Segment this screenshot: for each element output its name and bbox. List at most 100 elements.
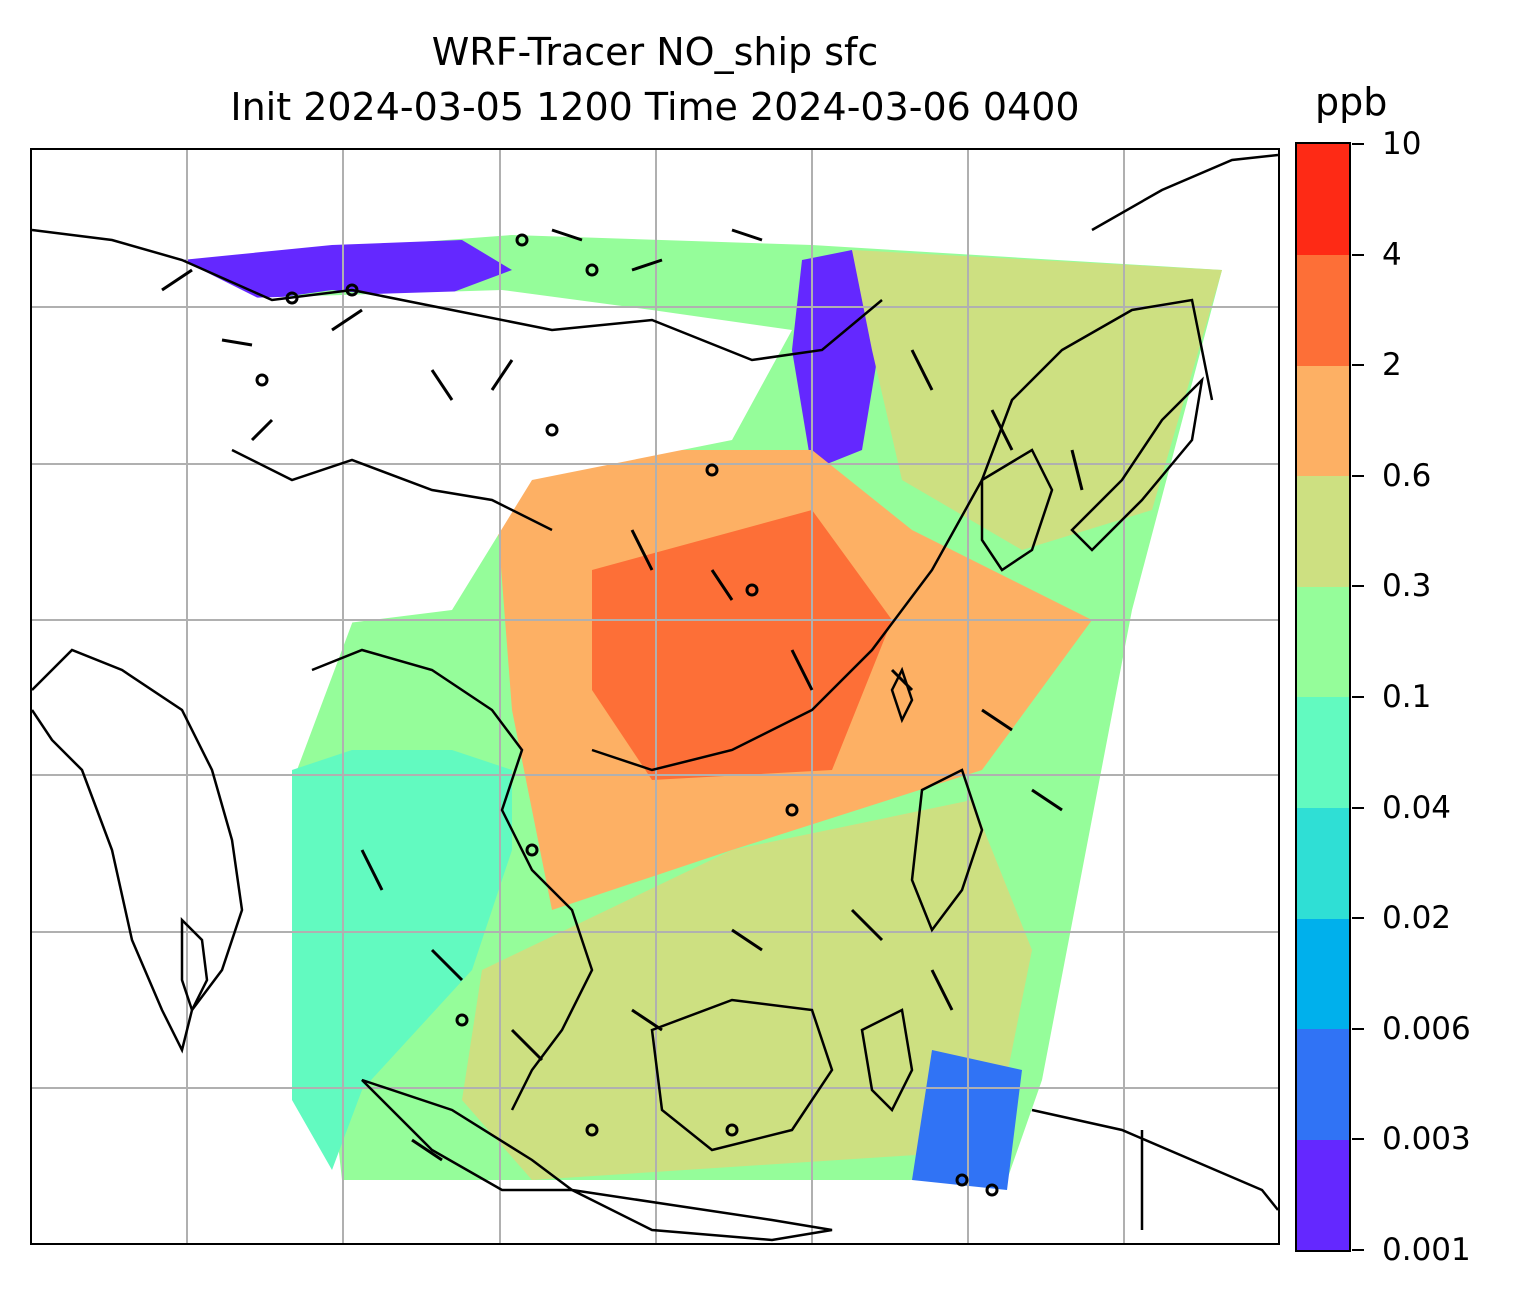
map-panel[interactable]	[30, 148, 1280, 1245]
field-region-red-core	[592, 510, 892, 780]
colorbar-tick-label: 0.04	[1382, 789, 1452, 826]
calm-wind-marker	[705, 463, 719, 477]
wind-barb	[551, 228, 583, 242]
wind-barb	[710, 569, 734, 601]
colorbar-tick	[1352, 143, 1364, 145]
wind-barb	[631, 1008, 663, 1032]
coastline-srilanka	[180, 916, 209, 1014]
calm-wind-marker	[585, 1123, 599, 1137]
colorbar-tick	[1352, 1138, 1364, 1141]
wind-barb	[430, 369, 454, 401]
wind-barb	[981, 708, 1013, 732]
colorbar-tick-label: 0.02	[1382, 900, 1452, 937]
field-region-north-purple	[182, 240, 512, 300]
wind-barb	[510, 1028, 544, 1062]
calm-wind-marker	[525, 843, 539, 857]
colorbar-segment	[1297, 1139, 1349, 1251]
colorbar-tick-label: 0.6	[1382, 457, 1432, 494]
colorbar-tick-label: 10	[1382, 126, 1422, 162]
wind-barb	[631, 258, 663, 272]
field-region-yellow-south	[462, 800, 1032, 1180]
calm-wind-marker	[785, 803, 799, 817]
border-central	[231, 448, 553, 532]
wind-barb	[850, 908, 884, 942]
colorbar-tick-label: 2	[1382, 347, 1402, 384]
wind-barb	[161, 268, 193, 292]
calm-wind-marker	[725, 1123, 739, 1137]
colorbar-tick	[1352, 806, 1364, 809]
tracer-field	[182, 235, 1222, 1190]
colorbar-tick-label: 4	[1382, 236, 1402, 273]
colorbar	[1295, 142, 1351, 1252]
wind-barb	[990, 409, 1014, 451]
calm-wind-marker	[515, 233, 529, 247]
coastline-philippines	[910, 768, 984, 933]
field-region-west-cyan	[292, 750, 512, 1170]
wind-barb	[930, 969, 954, 1011]
wind-barb	[731, 228, 763, 242]
colorbar-tick	[1352, 1027, 1364, 1030]
wind-barb	[250, 418, 274, 442]
border-northeast	[1091, 153, 1278, 232]
chart-title-line2: Init 2024-03-05 1200 Time 2024-03-06 040…	[230, 85, 1080, 129]
calm-wind-marker	[985, 1183, 999, 1197]
tracer-map	[32, 150, 1278, 1243]
wind-barb	[910, 349, 934, 391]
field-region-north-white-hole	[182, 290, 792, 630]
colorbar-tick-label: 0.001	[1382, 1232, 1471, 1268]
coastline-newguinea	[1031, 1108, 1278, 1230]
colorbar-segment	[1297, 365, 1349, 477]
wind-barb	[790, 649, 814, 691]
calm-wind-marker	[285, 291, 299, 305]
field-region-yellow-north	[852, 250, 1222, 550]
colorbar-segment	[1297, 1028, 1349, 1140]
field-region-northeast-purple	[792, 250, 882, 470]
calm-wind-marker	[345, 283, 359, 297]
wind-barb	[331, 308, 363, 332]
coastline-india	[32, 648, 244, 1054]
wind-barb	[630, 529, 654, 571]
colorbar-segment	[1297, 475, 1349, 587]
colorbar-tick	[1352, 696, 1364, 698]
wind-barb	[221, 338, 253, 347]
colorbar-segment	[1297, 586, 1349, 698]
colorbar-tick	[1352, 917, 1364, 920]
wind-barb	[411, 1138, 443, 1162]
wind-barbs	[161, 228, 1084, 1197]
wind-barb	[360, 849, 384, 891]
wind-barb	[490, 359, 514, 391]
coastline-sulawesi	[860, 1008, 914, 1113]
coastline-china-east	[591, 298, 1214, 772]
colorbar-tick-label: 0.003	[1382, 1121, 1471, 1158]
calm-wind-marker	[955, 1173, 969, 1187]
colorbar-segment	[1297, 254, 1349, 366]
calm-wind-marker	[255, 373, 269, 387]
colorbar-segment	[1297, 807, 1349, 919]
map-gridlines	[32, 150, 1278, 1243]
map-coastlines	[32, 153, 1278, 1242]
wind-barb	[1070, 449, 1084, 491]
colorbar-tick-label: 0.1	[1382, 679, 1432, 715]
wind-barb	[430, 948, 464, 982]
colorbar-segment	[1297, 697, 1349, 808]
calm-wind-marker	[545, 423, 559, 437]
chart-title-line1: WRF-Tracer NO_ship sfc	[431, 30, 879, 74]
coastline-indochina	[311, 648, 594, 1111]
calm-wind-marker	[585, 263, 599, 277]
coastline-borneo	[650, 998, 834, 1152]
calm-wind-marker	[745, 583, 759, 597]
wind-barb	[890, 668, 914, 692]
colorbar-tick-label: 0.3	[1382, 568, 1432, 605]
colorbar-tick	[1352, 474, 1364, 477]
coastline-korea	[980, 448, 1054, 572]
border-north	[32, 228, 883, 362]
colorbar-segment	[1297, 918, 1349, 1030]
colorbar-unit-label: ppb	[1315, 80, 1388, 124]
wind-barb	[731, 928, 763, 952]
colorbar-segment	[1297, 144, 1349, 255]
coastline-japan	[1070, 376, 1204, 552]
colorbar-tick	[1352, 253, 1364, 256]
colorbar-tick	[1352, 1249, 1364, 1251]
colorbar-tick-label: 0.006	[1382, 1010, 1471, 1047]
coastline-java	[571, 1188, 833, 1242]
